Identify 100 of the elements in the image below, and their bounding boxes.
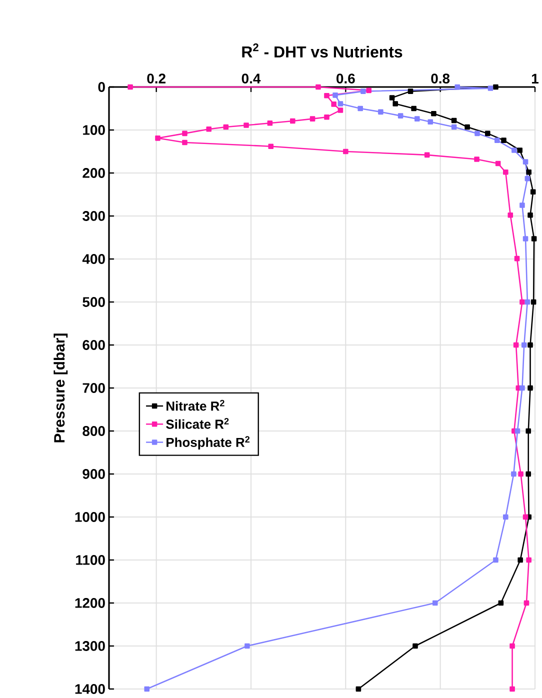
point xyxy=(528,342,533,348)
point xyxy=(428,119,433,124)
point xyxy=(526,428,531,434)
point xyxy=(510,643,515,649)
point xyxy=(518,557,523,563)
point xyxy=(501,138,506,143)
point xyxy=(517,148,522,153)
legend-label: Nitrate R$^{2}$ xyxy=(166,400,224,411)
point xyxy=(492,84,498,90)
point xyxy=(244,643,250,649)
point xyxy=(414,116,420,122)
point xyxy=(206,126,212,132)
point xyxy=(342,148,348,154)
point xyxy=(389,95,395,100)
point xyxy=(412,643,418,649)
point xyxy=(522,159,528,164)
y-tick-label: 300 xyxy=(82,211,105,221)
point xyxy=(510,471,516,477)
point xyxy=(474,130,480,136)
point xyxy=(484,130,490,136)
point xyxy=(392,101,398,106)
point xyxy=(524,176,530,182)
point xyxy=(474,156,480,162)
point xyxy=(451,124,457,130)
point xyxy=(522,514,528,520)
point xyxy=(519,202,525,208)
x-tick-label: 0.6 xyxy=(336,74,355,84)
point xyxy=(144,686,150,692)
point xyxy=(290,118,296,124)
y-tick-label: 0 xyxy=(98,82,105,92)
point xyxy=(488,86,494,91)
point xyxy=(524,299,530,305)
legend-label: Phosphate R$^{2}$ xyxy=(166,436,250,450)
x-tick-label: 0.8 xyxy=(431,74,450,84)
y-tick-label: 200 xyxy=(82,168,105,178)
point xyxy=(495,160,501,166)
point xyxy=(223,124,228,130)
point xyxy=(366,88,372,94)
point xyxy=(528,385,533,391)
x-tick-label: 1 xyxy=(532,74,538,84)
point xyxy=(521,342,527,348)
point xyxy=(492,557,498,563)
point xyxy=(432,600,438,606)
point xyxy=(526,471,531,477)
point xyxy=(531,236,537,242)
point xyxy=(378,109,384,115)
y-tick-label: 1300 xyxy=(75,641,105,651)
point xyxy=(502,514,508,520)
point xyxy=(528,212,533,218)
point xyxy=(182,140,188,146)
point xyxy=(358,106,363,112)
point xyxy=(332,92,338,98)
point xyxy=(514,428,520,434)
point xyxy=(315,84,321,90)
point xyxy=(502,170,508,175)
point xyxy=(514,256,520,262)
point xyxy=(451,118,457,124)
point xyxy=(268,144,274,149)
point xyxy=(454,84,460,90)
y-tick-label: 1200 xyxy=(75,598,105,608)
point xyxy=(518,471,524,477)
point xyxy=(522,236,528,242)
point xyxy=(530,299,536,305)
point xyxy=(155,136,160,141)
point xyxy=(267,120,272,126)
point xyxy=(510,686,515,692)
point xyxy=(244,122,249,128)
point xyxy=(310,116,316,122)
y-tick-label: 1000 xyxy=(75,512,105,522)
point xyxy=(360,88,366,94)
legend-label: Silicate R$^{2}$ xyxy=(166,418,229,429)
point xyxy=(526,170,532,175)
point xyxy=(430,111,436,116)
point xyxy=(508,212,513,218)
point xyxy=(494,138,500,143)
point xyxy=(524,600,530,606)
y-tick-label: 1100 xyxy=(76,555,105,565)
y-tick-label: 700 xyxy=(82,383,105,393)
y-tick-label: 600 xyxy=(82,340,105,350)
x-tick-label: 0.2 xyxy=(147,74,166,84)
point xyxy=(530,189,536,195)
point xyxy=(408,88,414,94)
point xyxy=(526,557,532,563)
y-tick-label: 400 xyxy=(82,254,105,264)
point xyxy=(128,84,133,90)
point xyxy=(324,114,330,120)
point xyxy=(519,385,525,391)
point xyxy=(398,113,404,118)
point xyxy=(338,101,344,106)
y-tick-label: 1400 xyxy=(75,684,105,694)
point xyxy=(513,342,519,348)
point xyxy=(331,102,336,107)
y-tick-label: 900 xyxy=(82,469,105,479)
y-axis-title: Pressure [dbar] xyxy=(54,334,68,442)
point xyxy=(498,600,504,606)
point xyxy=(424,152,430,158)
y-tick-label: 100 xyxy=(82,125,105,135)
point xyxy=(182,130,188,136)
point xyxy=(464,124,470,130)
y-tick-label: 500 xyxy=(82,297,105,307)
